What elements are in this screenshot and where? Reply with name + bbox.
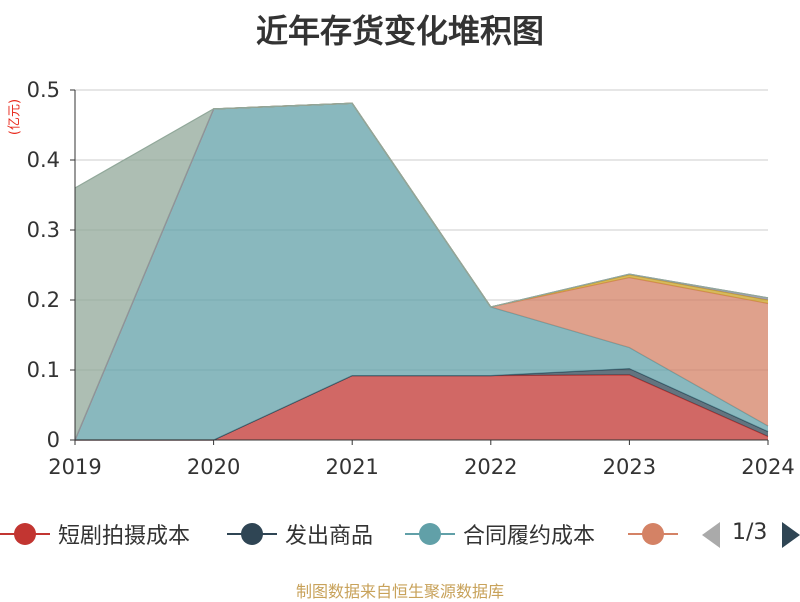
legend-dot: [14, 523, 36, 545]
legend-prev-page-icon[interactable]: [700, 520, 722, 550]
legend-symbol: [227, 514, 277, 554]
legend-item-series-1[interactable]: 发出商品: [227, 514, 373, 554]
x-tick-label: 2021: [325, 455, 378, 479]
x-tick-label: 2023: [603, 455, 656, 479]
x-tick-label: 2022: [464, 455, 517, 479]
area-series-layer: [74, 102, 769, 441]
area-series-2: [75, 103, 768, 441]
y-tick-label: 0.3: [27, 218, 60, 242]
legend-symbol: [628, 514, 678, 554]
legend-item-series-2[interactable]: 合同履约成本: [405, 514, 595, 554]
x-tick-label: 2019: [48, 455, 101, 479]
legend-dot: [241, 523, 263, 545]
legend-symbol: [0, 514, 50, 554]
x-tick-label: 2024: [741, 455, 794, 479]
legend: 短剧拍摄成本 发出商品 合同履约成本 1/3: [0, 514, 800, 554]
legend-label: 合同履约成本: [463, 524, 596, 549]
y-tick-label: 0: [47, 428, 60, 452]
y-tick-label: 0.5: [27, 78, 60, 102]
legend-page-indicator: 1/3: [732, 520, 768, 545]
legend-symbol: [405, 514, 455, 554]
y-tick-label: 0.4: [27, 148, 60, 172]
chart-title: 近年存货变化堆积图: [255, 12, 544, 50]
legend-dot: [642, 523, 664, 545]
y-tick-label: 0.1: [27, 358, 60, 382]
area-series-0: [75, 374, 768, 440]
legend-label: 发出商品: [285, 524, 374, 549]
legend-dot: [419, 523, 441, 545]
data-source-note: 制图数据来自恒生聚源数据库: [295, 582, 504, 601]
series-line-6: [74, 102, 769, 308]
legend-next-page-icon[interactable]: [780, 520, 800, 550]
legend-item-series-3[interactable]: [628, 514, 686, 554]
legend-label: 短剧拍摄成本: [58, 524, 191, 549]
legend-item-series-0[interactable]: 短剧拍摄成本: [0, 514, 190, 554]
axes: 0 0.1 0.2 0.3 0.4 0.5 2019 2020 2021 2022 2023 2024: [27, 78, 795, 479]
y-tick-label: 0.2: [27, 288, 60, 312]
x-tick-label: 2020: [187, 455, 240, 479]
